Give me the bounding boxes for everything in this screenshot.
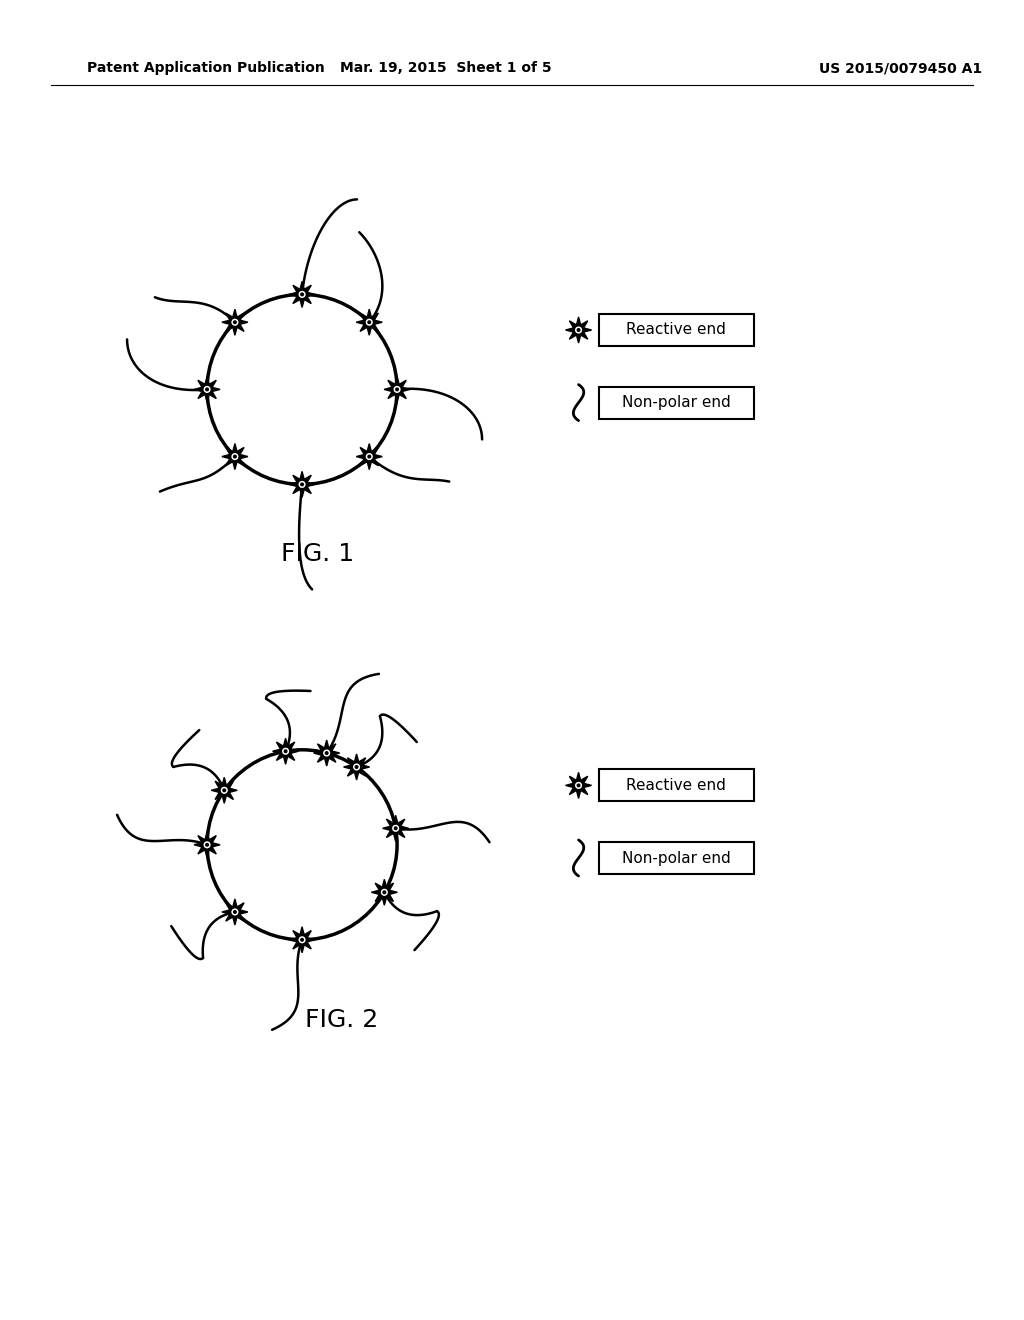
Circle shape: [232, 319, 238, 325]
Circle shape: [204, 842, 210, 847]
Text: Non-polar end: Non-polar end: [622, 850, 730, 866]
Circle shape: [206, 843, 208, 846]
Bar: [599, 314, 754, 346]
Circle shape: [367, 454, 372, 459]
Circle shape: [221, 788, 227, 793]
Circle shape: [355, 766, 357, 768]
Polygon shape: [222, 444, 248, 470]
Circle shape: [223, 789, 225, 792]
Polygon shape: [289, 927, 315, 953]
Text: Reactive end: Reactive end: [626, 777, 726, 793]
Ellipse shape: [207, 294, 397, 484]
Circle shape: [233, 321, 237, 323]
Circle shape: [575, 783, 582, 788]
Polygon shape: [222, 309, 248, 335]
Circle shape: [396, 388, 398, 391]
Circle shape: [301, 293, 303, 296]
Polygon shape: [289, 281, 315, 308]
Circle shape: [394, 828, 397, 829]
Text: Reactive end: Reactive end: [626, 322, 726, 338]
Circle shape: [206, 388, 208, 391]
Circle shape: [283, 748, 289, 754]
Circle shape: [353, 764, 359, 770]
Text: Patent Application Publication: Patent Application Publication: [87, 61, 325, 75]
Circle shape: [324, 750, 330, 756]
Polygon shape: [356, 309, 382, 335]
Circle shape: [326, 751, 328, 754]
Polygon shape: [565, 317, 592, 343]
Circle shape: [368, 321, 371, 323]
Polygon shape: [195, 832, 220, 858]
Circle shape: [285, 750, 287, 752]
Circle shape: [383, 891, 386, 894]
Text: FIG. 1: FIG. 1: [281, 543, 353, 566]
Circle shape: [578, 784, 580, 787]
Bar: [599, 842, 754, 874]
Circle shape: [301, 939, 303, 941]
Circle shape: [301, 483, 303, 486]
Circle shape: [232, 909, 238, 915]
Bar: [599, 387, 754, 418]
Circle shape: [299, 292, 305, 297]
Circle shape: [368, 455, 371, 458]
Circle shape: [204, 387, 210, 392]
Text: US 2015/0079450 A1: US 2015/0079450 A1: [819, 61, 982, 75]
Polygon shape: [195, 376, 220, 403]
Polygon shape: [384, 376, 410, 403]
Text: Non-polar end: Non-polar end: [622, 395, 730, 411]
Circle shape: [299, 937, 305, 942]
Circle shape: [575, 327, 582, 333]
Circle shape: [394, 387, 400, 392]
Circle shape: [299, 482, 305, 487]
Circle shape: [232, 454, 238, 459]
Circle shape: [393, 825, 398, 832]
Polygon shape: [565, 772, 592, 799]
Polygon shape: [372, 879, 397, 906]
Polygon shape: [344, 754, 370, 780]
Polygon shape: [313, 741, 340, 766]
Polygon shape: [356, 444, 382, 470]
Polygon shape: [289, 471, 315, 498]
Circle shape: [233, 455, 237, 458]
Polygon shape: [272, 738, 299, 764]
Bar: [599, 770, 754, 801]
Text: FIG. 2: FIG. 2: [305, 1007, 379, 1032]
Polygon shape: [222, 899, 248, 925]
Text: Mar. 19, 2015  Sheet 1 of 5: Mar. 19, 2015 Sheet 1 of 5: [340, 61, 551, 75]
Circle shape: [367, 319, 372, 325]
Polygon shape: [211, 777, 238, 804]
Circle shape: [382, 890, 387, 895]
Circle shape: [578, 329, 580, 331]
Polygon shape: [383, 816, 409, 841]
Ellipse shape: [207, 750, 397, 940]
Circle shape: [233, 911, 237, 913]
